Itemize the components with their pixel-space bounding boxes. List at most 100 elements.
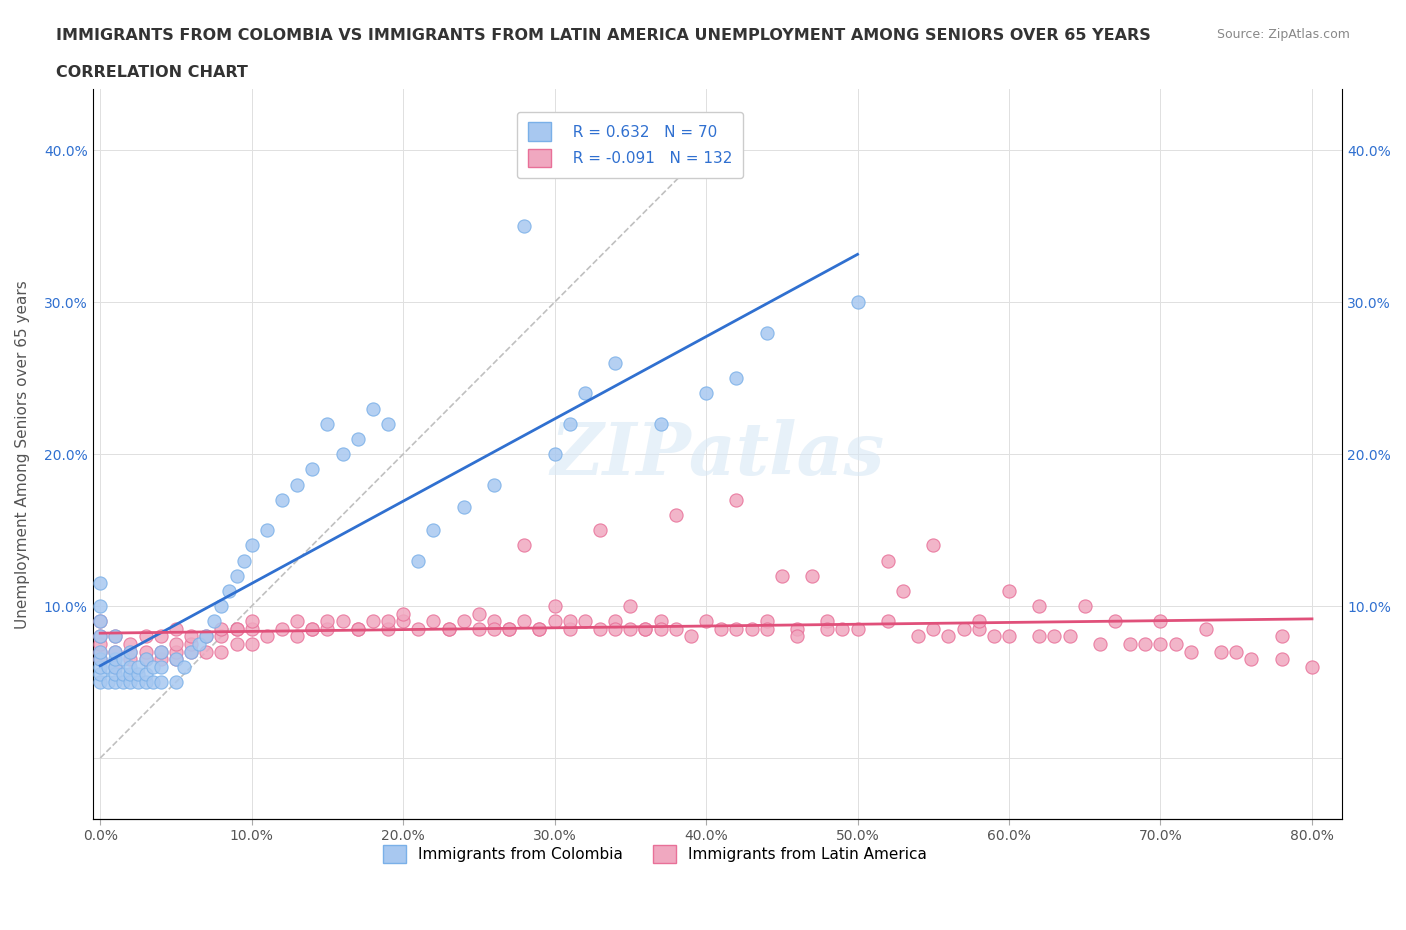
Point <box>89 652 111 667</box>
Point <box>846 621 869 636</box>
Point <box>650 621 672 636</box>
Point <box>1088 637 1111 652</box>
Point <box>1209 644 1232 659</box>
Point <box>97 674 120 689</box>
Point <box>209 621 232 636</box>
Point <box>120 637 142 652</box>
Point <box>149 644 172 659</box>
Point <box>1043 629 1066 644</box>
Point <box>422 614 444 629</box>
Point <box>195 629 218 644</box>
Point <box>665 508 688 523</box>
Point <box>392 606 415 621</box>
Point <box>695 614 717 629</box>
Point <box>104 652 127 667</box>
Point <box>498 621 520 636</box>
Point <box>619 621 641 636</box>
Point <box>665 621 688 636</box>
Point <box>89 614 111 629</box>
Point <box>801 568 824 583</box>
Point <box>225 621 247 636</box>
Point <box>104 667 127 682</box>
Point <box>513 614 536 629</box>
Point <box>316 621 339 636</box>
Point <box>225 637 247 652</box>
Point <box>301 462 323 477</box>
Point <box>120 667 142 682</box>
Point <box>786 621 808 636</box>
Point <box>392 614 415 629</box>
Point <box>377 417 399 432</box>
Point <box>285 629 308 644</box>
Point <box>1301 659 1323 674</box>
Point <box>301 621 323 636</box>
Point <box>543 446 565 461</box>
Point <box>202 614 225 629</box>
Point <box>558 621 581 636</box>
Point <box>240 614 263 629</box>
Point <box>209 629 232 644</box>
Point <box>1271 629 1294 644</box>
Point <box>149 652 172 667</box>
Point <box>120 652 142 667</box>
Point <box>180 637 202 652</box>
Point <box>89 659 111 674</box>
Point <box>710 621 733 636</box>
Point <box>111 674 134 689</box>
Point <box>605 355 627 370</box>
Point <box>135 652 157 667</box>
Point <box>1149 637 1171 652</box>
Point <box>120 659 142 674</box>
Point <box>285 614 308 629</box>
Point <box>104 674 127 689</box>
Point <box>361 614 384 629</box>
Point <box>195 644 218 659</box>
Point <box>453 499 475 514</box>
Point <box>907 629 929 644</box>
Point <box>543 599 565 614</box>
Point <box>831 621 853 636</box>
Point <box>89 576 111 591</box>
Point <box>361 401 384 416</box>
Point <box>225 621 247 636</box>
Point <box>135 674 157 689</box>
Point <box>89 599 111 614</box>
Point <box>1271 652 1294 667</box>
Point <box>285 477 308 492</box>
Point <box>271 492 294 507</box>
Point <box>408 621 430 636</box>
Point <box>97 659 120 674</box>
Point <box>998 583 1021 598</box>
Text: Source: ZipAtlas.com: Source: ZipAtlas.com <box>1216 28 1350 41</box>
Point <box>332 614 354 629</box>
Point <box>149 629 172 644</box>
Point <box>135 667 157 682</box>
Point <box>149 644 172 659</box>
Point <box>922 621 945 636</box>
Point <box>650 614 672 629</box>
Point <box>529 621 551 636</box>
Point <box>377 614 399 629</box>
Point <box>815 621 838 636</box>
Point <box>468 621 491 636</box>
Point <box>725 371 748 386</box>
Point <box>891 583 914 598</box>
Point <box>725 492 748 507</box>
Point <box>634 621 657 636</box>
Point <box>741 621 763 636</box>
Point <box>104 659 127 674</box>
Point <box>1240 652 1263 667</box>
Point <box>127 667 149 682</box>
Point <box>180 644 202 659</box>
Point <box>180 629 202 644</box>
Point <box>89 644 111 659</box>
Point <box>142 674 165 689</box>
Point <box>437 621 460 636</box>
Text: CORRELATION CHART: CORRELATION CHART <box>56 65 247 80</box>
Point <box>482 477 505 492</box>
Point <box>574 386 596 401</box>
Point <box>127 674 149 689</box>
Legend: Immigrants from Colombia, Immigrants from Latin America: Immigrants from Colombia, Immigrants fro… <box>377 839 934 870</box>
Point <box>543 614 565 629</box>
Point <box>135 652 157 667</box>
